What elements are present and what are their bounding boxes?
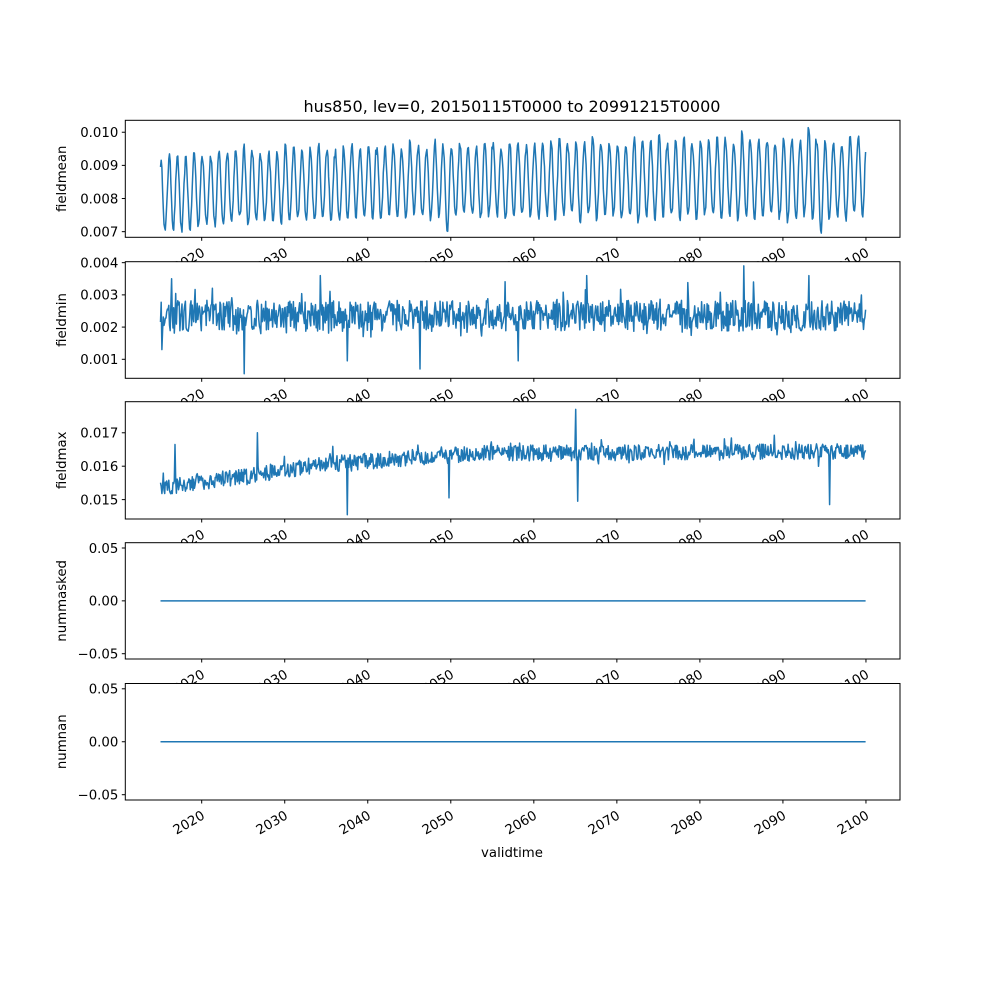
y-tick-label: 0.004 bbox=[80, 256, 118, 271]
x-tick-label: 2080 bbox=[669, 808, 706, 838]
y-tick-label: 0.05 bbox=[89, 683, 119, 698]
y-tick-label: 0.009 bbox=[80, 159, 118, 174]
y-tick-label: 0.00 bbox=[89, 595, 119, 610]
y-axis-label: nummasked bbox=[55, 560, 70, 642]
y-axis-label: fieldmax bbox=[55, 431, 70, 489]
y-tick-label: 0.001 bbox=[80, 353, 118, 368]
y-tick-label: 0.002 bbox=[80, 321, 118, 336]
y-tick-label: −0.05 bbox=[78, 789, 119, 804]
x-tick-label: 2090 bbox=[752, 808, 789, 838]
panel-fieldmin: 0.0010.0020.0030.00420202030204020502060… bbox=[55, 256, 901, 417]
y-tick-label: 0.05 bbox=[89, 542, 119, 557]
panel-numnan: −0.05 0.00 0.05 2020 2030 2040 2050 2060 2070 208… bbox=[55, 683, 901, 838]
y-tick-label: 0.015 bbox=[80, 493, 118, 508]
chart-title: hus850, lev=0, 20150115T0000 to 20991215… bbox=[304, 97, 721, 116]
x-tick-label: 2050 bbox=[420, 808, 457, 838]
x-tick-label: 2020 bbox=[171, 808, 208, 838]
y-tick-label: 0.010 bbox=[80, 126, 118, 141]
y-tick-label: 0.017 bbox=[80, 427, 118, 442]
y-tick-label: −0.05 bbox=[78, 648, 119, 663]
y-tick-label: 0.008 bbox=[80, 192, 118, 207]
y-tick-label: 0.00 bbox=[89, 736, 119, 751]
fieldmax-series-line bbox=[159, 408, 867, 516]
y-tick-label: 0.007 bbox=[80, 225, 118, 240]
fieldmin-series-line bbox=[159, 265, 867, 375]
x-tick-label: 2060 bbox=[503, 808, 540, 838]
y-axis-label: fieldmin bbox=[55, 293, 70, 347]
x-tick-label: 2040 bbox=[337, 808, 374, 838]
y-axis-label: fieldmean bbox=[55, 146, 70, 212]
x-tick-label: 2100 bbox=[835, 808, 872, 838]
y-tick-label: 0.003 bbox=[80, 289, 118, 304]
y-axis-label: numnan bbox=[55, 714, 70, 769]
x-tick-label: 2070 bbox=[586, 808, 623, 838]
x-axis-label: validtime bbox=[481, 846, 543, 861]
x-tick-label: 2030 bbox=[254, 808, 291, 838]
y-tick-label: 0.016 bbox=[80, 460, 118, 475]
fieldmean-series-line bbox=[159, 126, 867, 234]
panel-fieldmax: 0.0150.0160.0172020203020402050206020702… bbox=[55, 401, 901, 557]
